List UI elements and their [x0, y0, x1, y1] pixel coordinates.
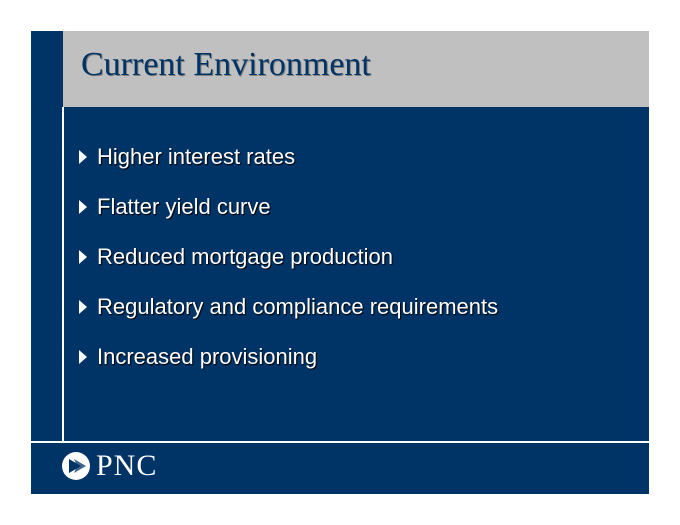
- slide-title: Current Environment: [81, 46, 371, 83]
- bullet-item: Regulatory and compliance requirements: [79, 278, 498, 336]
- triangle-right-icon: [79, 350, 87, 364]
- bullet-list: Higher interest rates Flatter yield curv…: [79, 140, 498, 386]
- bullet-item: Higher interest rates: [79, 128, 498, 186]
- bullet-item: Reduced mortgage production: [79, 228, 498, 286]
- triangle-right-icon: [79, 150, 87, 164]
- bullet-text: Higher interest rates: [97, 144, 296, 169]
- slide: Current Environment Higher interest rate…: [31, 31, 649, 494]
- logo-text: PNC: [96, 449, 158, 482]
- vertical-divider: [62, 107, 64, 442]
- bullet-item: Flatter yield curve: [79, 178, 498, 236]
- horizontal-divider: [31, 441, 649, 443]
- bullet-text: Increased provisioning: [97, 344, 318, 369]
- title-bar: Current Environment: [63, 31, 649, 107]
- pnc-logo-mark-icon: [62, 452, 90, 480]
- triangle-right-icon: [79, 300, 87, 314]
- bullet-item: Increased provisioning: [79, 328, 498, 386]
- triangle-right-icon: [79, 250, 87, 264]
- bullet-text: Reduced mortgage production: [97, 244, 393, 269]
- triangle-right-icon: [79, 200, 87, 214]
- bullet-text: Flatter yield curve: [97, 194, 271, 219]
- bullet-text: Regulatory and compliance requirements: [97, 294, 499, 319]
- pnc-logo: PNC: [60, 449, 157, 483]
